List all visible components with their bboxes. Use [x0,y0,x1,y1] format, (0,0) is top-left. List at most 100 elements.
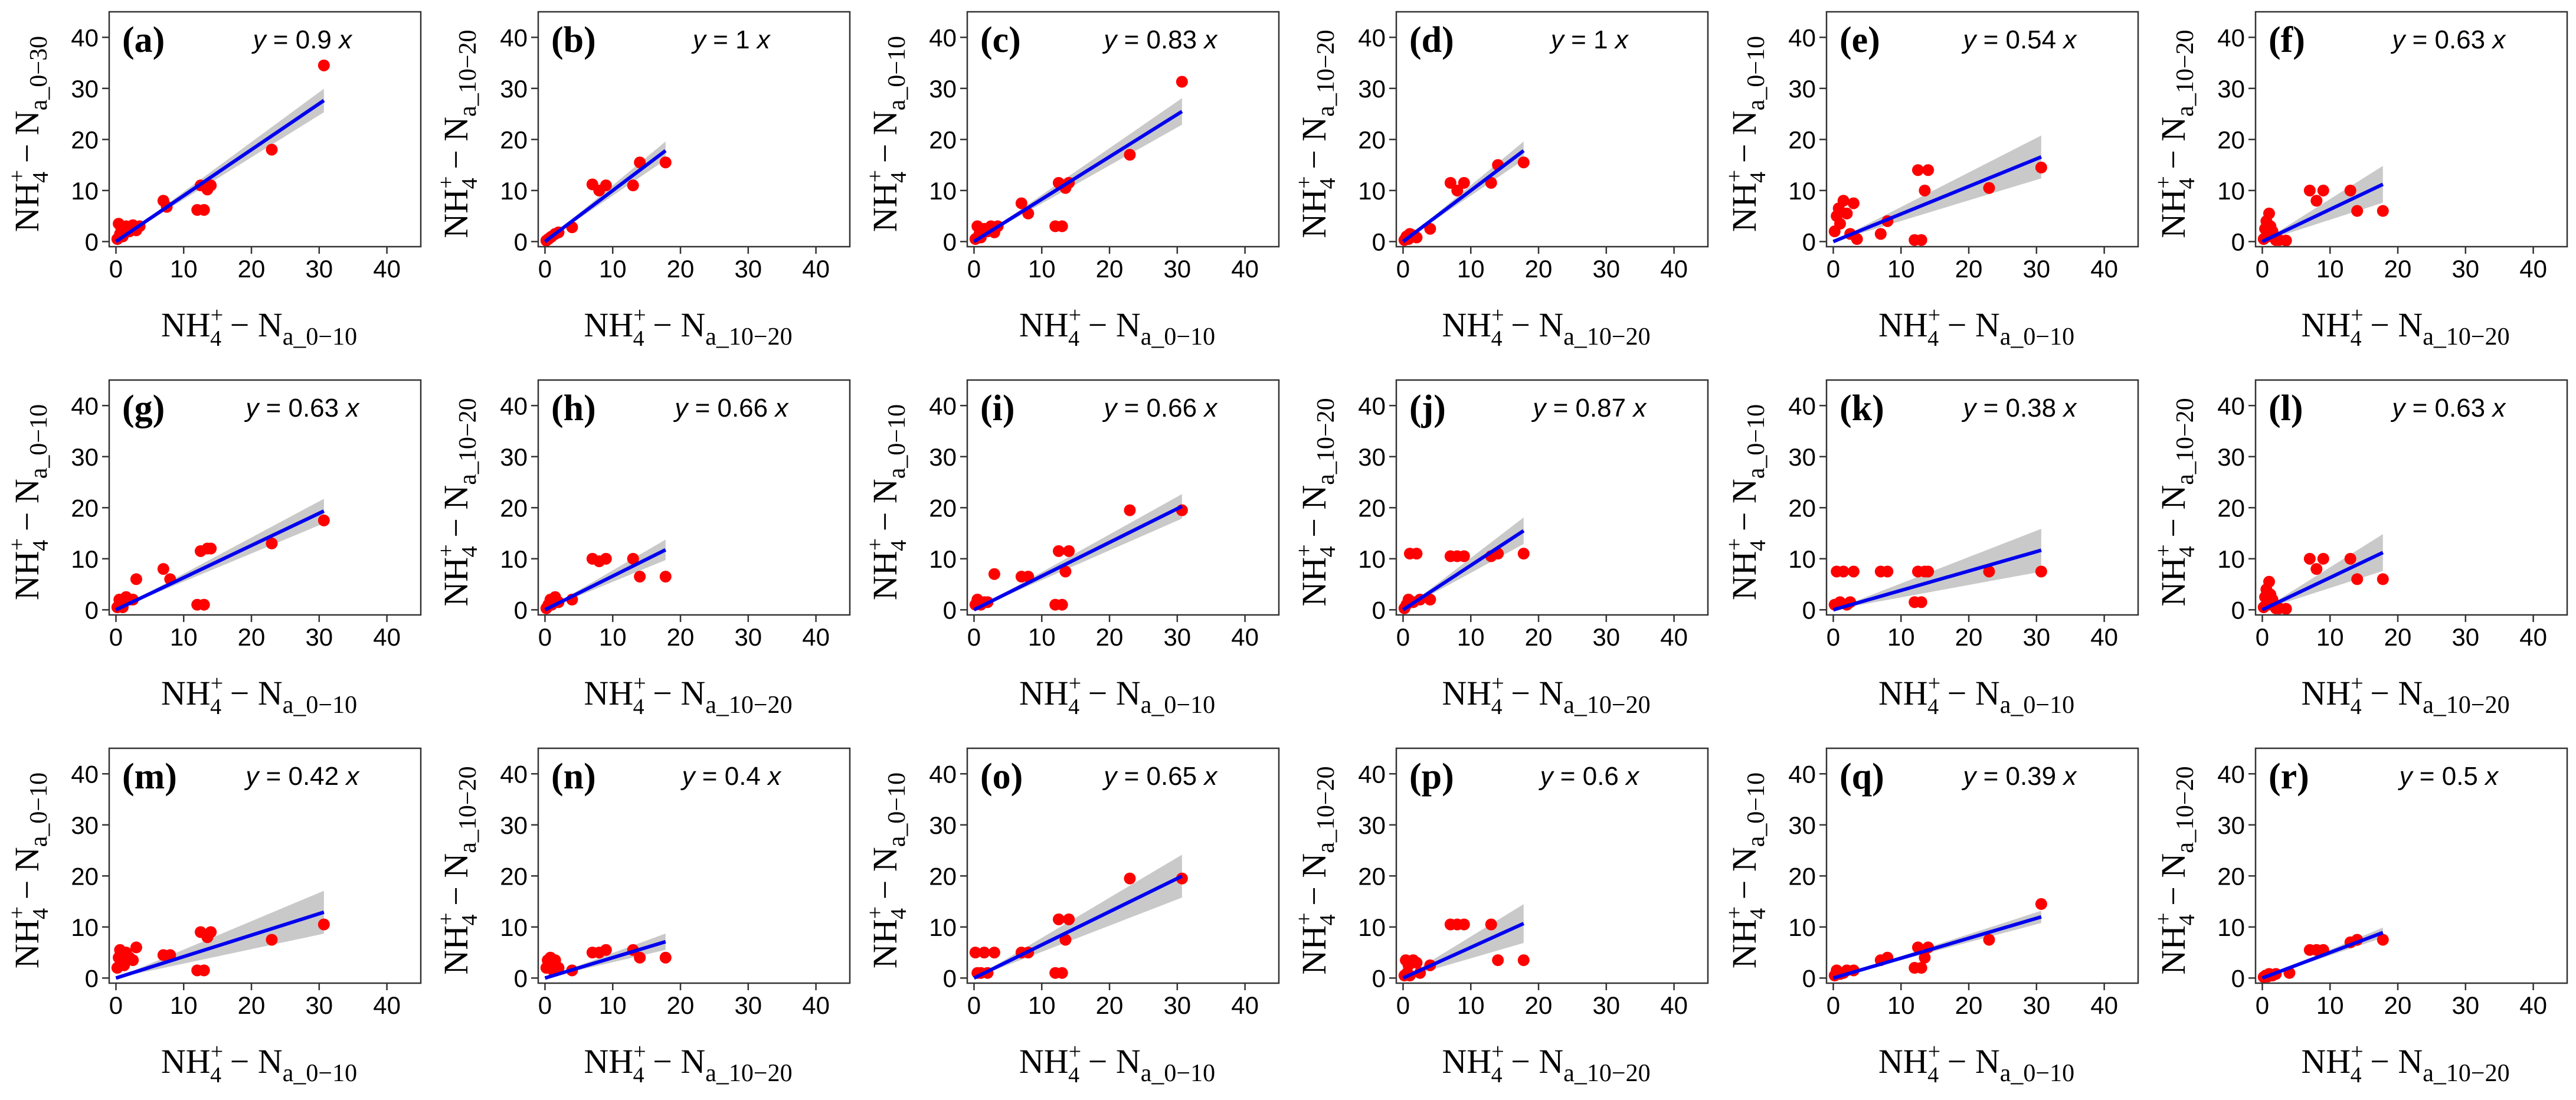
data-point [1983,934,1995,946]
y-tick-label: 10 [1788,914,1816,941]
y-axis-title: NH+4 − Na_0−10 [863,404,911,600]
regression-line [973,874,1183,980]
y-tick-label: 30 [929,443,957,471]
data-point [130,573,142,585]
y-axis-title: NH+4 − Na_10−20 [1292,766,1340,974]
x-axis-title: NH+ 4 − Na_10−20 [2301,671,2509,719]
data-point [2310,195,2323,207]
data-point [318,59,330,71]
data-point [1485,918,1497,931]
data-point [1983,565,1995,578]
x-tick-label: 20 [238,255,266,283]
panel-c: 0 10 20 30 40 0 10 20 30 40 (c) y = 0.83 x NH+ 4 − Na… [863,11,1280,351]
data-point [1458,176,1470,189]
data-point [600,552,612,565]
x-axis-title: NH+ 4 − Na_10−20 [2301,303,2509,351]
x-axis-title: NH+ 4 − Na_0−10 [1878,1039,2074,1088]
x-tick-label: 40 [802,255,830,283]
data-point [1458,550,1470,562]
y-tick-label: 20 [1358,862,1386,890]
data-point [1056,598,1068,611]
y-axis-title: NH+4 − Na_0−10 [5,772,53,968]
panel-label: (r) [2269,757,2309,797]
data-point [1015,197,1027,209]
y-axis-title: NH+4 − Na_10−20 [434,398,482,606]
data-point [1410,957,1423,969]
plot-frame [1825,11,2139,248]
x-tick-label: 20 [1096,623,1124,651]
data-point [1517,954,1530,967]
data-point [198,204,210,216]
regression-line [544,149,667,243]
x-axis-title: NH+ 4 − Na_0−10 [1878,303,2074,351]
panel-a: 0 10 20 30 40 0 10 20 30 40 (a) y = 0.9 x NH+ 4 − Na_… [5,11,422,351]
y-axis-title: NH+4 − Na_0−10 [1722,772,1770,968]
y-tick-label: 10 [1788,177,1816,205]
plot-frame [108,747,422,984]
y-tick-label: 30 [1358,811,1386,839]
data-point [1052,913,1065,925]
y-tick-label: 10 [2217,177,2245,205]
confidence-band [1833,529,2041,610]
y-axis-title: NH+4 − Na_10−20 [2151,30,2199,238]
plot-frame [966,747,1280,984]
data-point [2377,573,2389,585]
y-tick-label: 20 [929,862,957,890]
data-point [634,951,646,964]
x-tick-label: 40 [802,991,830,1019]
x-tick-label: 0 [538,623,552,651]
x-tick-label: 10 [1887,991,1915,1019]
panel-r: 0 10 20 30 40 0 10 20 30 40 (r) y = 0.5 x NH+ 4 − Na_… [2151,747,2568,1088]
panel-label: (o) [980,757,1023,797]
data-point [1410,548,1423,560]
data-point [1492,954,1504,967]
y-tick-label: 10 [1358,177,1386,205]
fit-equation: y = 0.5 x [2398,762,2500,791]
y-tick-label: 40 [71,760,99,788]
data-point [2310,563,2323,575]
panel-k: 0 10 20 30 40 0 10 20 30 40 (k) y = 0.38 x NH+ 4 − Na… [1722,379,2139,719]
plot-frame [1395,379,1709,616]
confidence-band [1403,141,1524,242]
x-tick-label: 0 [109,255,123,283]
panel-m: 0 10 20 30 40 0 10 20 30 40 (m) y = 0.42 x NH+ 4 − Na… [5,747,422,1088]
y-tick-label: 40 [2217,392,2245,420]
data-point [1176,76,1188,88]
data-point [2263,207,2275,220]
plot-frame [537,11,851,248]
x-tick-label: 10 [170,255,198,283]
plot-frame [1825,747,2139,984]
data-point [2303,552,2316,565]
y-axis-title: NH+4 − Na_0−30 [5,36,53,232]
data-point [1059,565,1072,578]
y-tick-label: 0 [2231,964,2245,992]
y-tick-label: 10 [1358,545,1386,573]
x-tick-label: 0 [2256,991,2269,1019]
data-point [266,143,278,156]
panel-label: (g) [122,388,165,428]
y-axis-title: NH+4 − Na_10−20 [1292,30,1340,238]
y-tick-label: 30 [929,811,957,839]
data-point [627,179,639,192]
data-point [988,568,1000,580]
regression-line [2261,182,2384,244]
y-tick-label: 20 [2217,126,2245,153]
y-tick-label: 20 [1358,126,1386,153]
x-tick-label: 10 [1887,623,1915,651]
y-tick-label: 30 [500,443,528,471]
panel-label: (h) [551,388,596,428]
y-tick-label: 0 [85,964,99,992]
data-point [198,598,210,611]
y-tick-label: 20 [71,126,99,153]
data-point [2303,184,2316,197]
y-tick-label: 40 [1358,24,1386,51]
x-tick-label: 20 [667,255,695,283]
data-point [157,563,169,575]
data-point [2280,603,2292,615]
fit-equation: y = 0.63 x [2390,25,2506,54]
confidence-band [2262,166,2383,242]
regression-line [973,505,1183,612]
panel-e: 0 10 20 30 40 0 10 20 30 40 (e) y = 0.54 x NH+ 4 − Na… [1722,11,2139,351]
data-point [164,949,176,961]
data-point [1922,164,1935,176]
